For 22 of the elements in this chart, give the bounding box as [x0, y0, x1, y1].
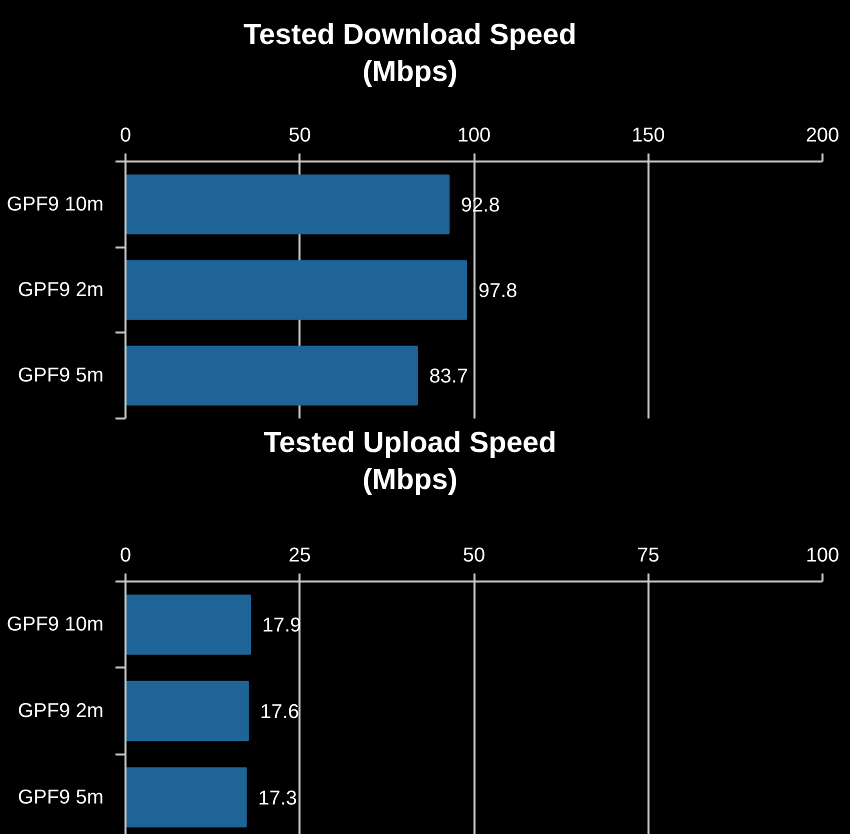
x-tick-label: 75 — [637, 544, 660, 566]
x-tick-label: 200 — [806, 124, 840, 146]
y-tick-label: GPF9 5m — [18, 364, 104, 387]
x-tick-label: 0 — [120, 544, 132, 566]
x-tick-label: 100 — [457, 124, 491, 146]
y-tick-label: GPF9 2m — [18, 279, 104, 301]
y-tick-label: GPF9 2m — [18, 700, 104, 722]
data-label: 17.3 — [258, 787, 298, 810]
x-tick-label: 0 — [120, 124, 132, 146]
data-label: 83.7 — [429, 366, 468, 388]
y-tick-label: GPF9 10m — [6, 193, 104, 216]
chart-title: Tested Upload Speed (Mbps) — [264, 426, 556, 498]
chart-title: Tested Download Speed (Mbps) — [243, 18, 576, 90]
y-tick-label: GPF9 10m — [6, 614, 104, 636]
x-tick-label: 50 — [288, 124, 311, 146]
x-tick-label: 150 — [632, 124, 665, 146]
x-tick-label: 100 — [806, 544, 840, 566]
y-tick-label: GPF9 5m — [18, 786, 104, 808]
data-label: 97.8 — [478, 280, 518, 302]
x-tick-label: 25 — [288, 544, 311, 566]
x-tick-label: 50 — [462, 544, 486, 566]
data-label: 17.6 — [260, 701, 300, 723]
